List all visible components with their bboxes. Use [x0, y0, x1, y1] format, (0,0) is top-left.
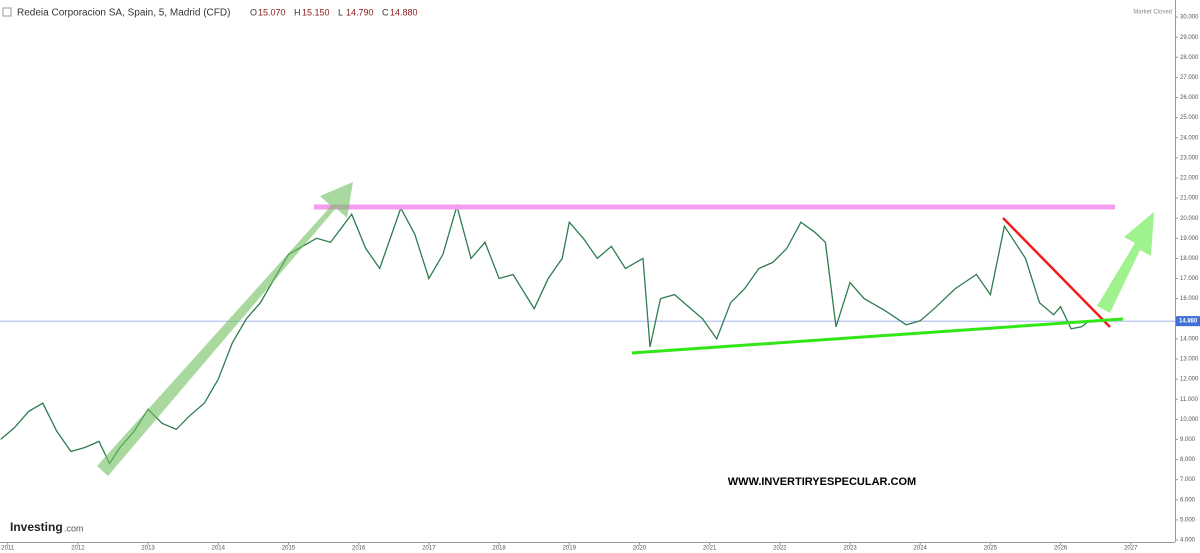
y-tick-label: 18.000 [1180, 256, 1199, 262]
x-tick-label: 2016 [352, 546, 366, 552]
chart-title: Redeia Corporacion SA, Spain, 5, Madrid … [17, 8, 230, 19]
y-tick-label: 27.000 [1180, 75, 1199, 81]
brand-suffix: .com [64, 523, 84, 533]
downtrend-line [1002, 217, 1111, 328]
breakout-arrow [1097, 212, 1154, 313]
trend-arrow [97, 182, 353, 476]
y-tick-label: 16.000 [1180, 296, 1199, 302]
y-tick-label: 29.000 [1180, 35, 1199, 41]
y-tick-label: 5.000 [1180, 517, 1196, 523]
y-tick-label: 21.000 [1180, 196, 1199, 202]
ohlc-value: 14.880 [390, 7, 418, 17]
brand: Investing [10, 520, 63, 534]
x-tick-label: 2011 [1, 546, 15, 552]
ohlc-value: 15.150 [302, 7, 330, 17]
ohlc-key: H [294, 7, 301, 17]
x-tick-label: 2019 [563, 546, 577, 552]
x-tick-label: 2020 [633, 546, 647, 552]
ohlc-legend: O 15.070 H 15.150 L 14.790 C 14.880 [250, 7, 418, 17]
y-tick-label: 14.000 [1180, 336, 1199, 342]
y-tick-label: 25.000 [1180, 115, 1199, 121]
y-tick-label: 28.000 [1180, 55, 1199, 61]
y-tick-label: 22.000 [1180, 176, 1199, 182]
y-tick-label: 4.000 [1180, 538, 1196, 544]
ohlc-value: 14.790 [346, 7, 374, 17]
ohlc-key: L [338, 7, 343, 17]
y-tick-label: 13.000 [1180, 357, 1199, 363]
y-tick-label: 19.000 [1180, 236, 1199, 242]
support-line [631, 317, 1124, 355]
drawings [97, 182, 1154, 476]
y-tick-label: 9.000 [1180, 437, 1196, 443]
x-tick-label: 2024 [914, 546, 928, 552]
y-tick-label: 24.000 [1180, 135, 1199, 141]
y-tick-label: 11.000 [1180, 397, 1199, 403]
ohlc-value: 15.070 [258, 7, 286, 17]
watermark: WWW.INVERTIRYESPECULAR.COM [728, 476, 916, 488]
ohlc-key: O [250, 7, 257, 17]
y-tick-label: 12.000 [1180, 377, 1199, 383]
x-tick-label: 2018 [492, 546, 506, 552]
menu-icon[interactable] [2, 7, 12, 17]
y-tick-label: 6.000 [1180, 497, 1196, 503]
y-tick-label: 8.000 [1180, 457, 1196, 463]
y-tick-label: 23.000 [1180, 155, 1199, 161]
x-tick-label: 2013 [141, 546, 155, 552]
x-tick-label: 2017 [422, 546, 436, 552]
market-status: Market Closed [1133, 10, 1172, 16]
y-tick-label: 30.000 [1180, 15, 1199, 21]
plot [0, 203, 1175, 465]
ohlc-key: C [382, 7, 389, 17]
price-line [0, 203, 1090, 465]
y-tick-label: 20.000 [1180, 216, 1199, 222]
x-tick-label: 2021 [703, 546, 717, 552]
x-tick-label: 2012 [71, 546, 85, 552]
y-tick-label: 10.000 [1180, 417, 1199, 423]
x-tick-label: 2015 [282, 546, 296, 552]
x-tick-label: 2023 [843, 546, 857, 552]
x-tick-label: 2027 [1124, 546, 1138, 552]
x-tick-label: 2025 [984, 546, 998, 552]
y-tick-label: 17.000 [1180, 276, 1199, 282]
y-tick-label: 7.000 [1180, 477, 1196, 483]
x-tick-label: 2022 [773, 546, 787, 552]
last-price-label: 14.880 [1179, 319, 1198, 325]
x-tick-label: 2014 [212, 546, 226, 552]
x-tick-label: 2026 [1054, 546, 1068, 552]
y-tick-label: 26.000 [1180, 95, 1199, 101]
last-price-box [1176, 316, 1200, 327]
